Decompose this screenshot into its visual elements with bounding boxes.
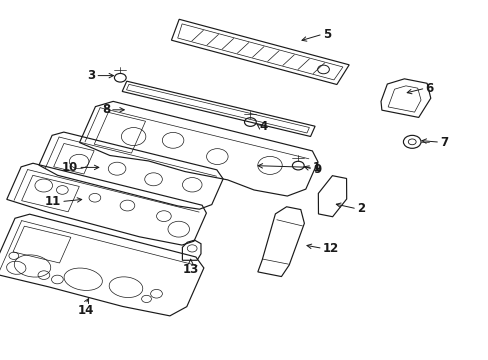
Text: 1: 1	[312, 161, 321, 174]
Text: 5: 5	[322, 28, 330, 41]
Text: 9: 9	[312, 163, 321, 176]
Text: 13: 13	[182, 263, 199, 276]
Text: 7: 7	[439, 136, 447, 149]
Text: 8: 8	[102, 103, 110, 116]
Text: 12: 12	[322, 242, 338, 255]
Text: 14: 14	[77, 304, 94, 317]
Text: 3: 3	[87, 69, 95, 82]
Text: 10: 10	[62, 161, 78, 174]
Text: 6: 6	[425, 82, 433, 95]
Text: 11: 11	[45, 195, 61, 208]
Text: 2: 2	[356, 202, 365, 215]
Text: 4: 4	[259, 120, 267, 132]
